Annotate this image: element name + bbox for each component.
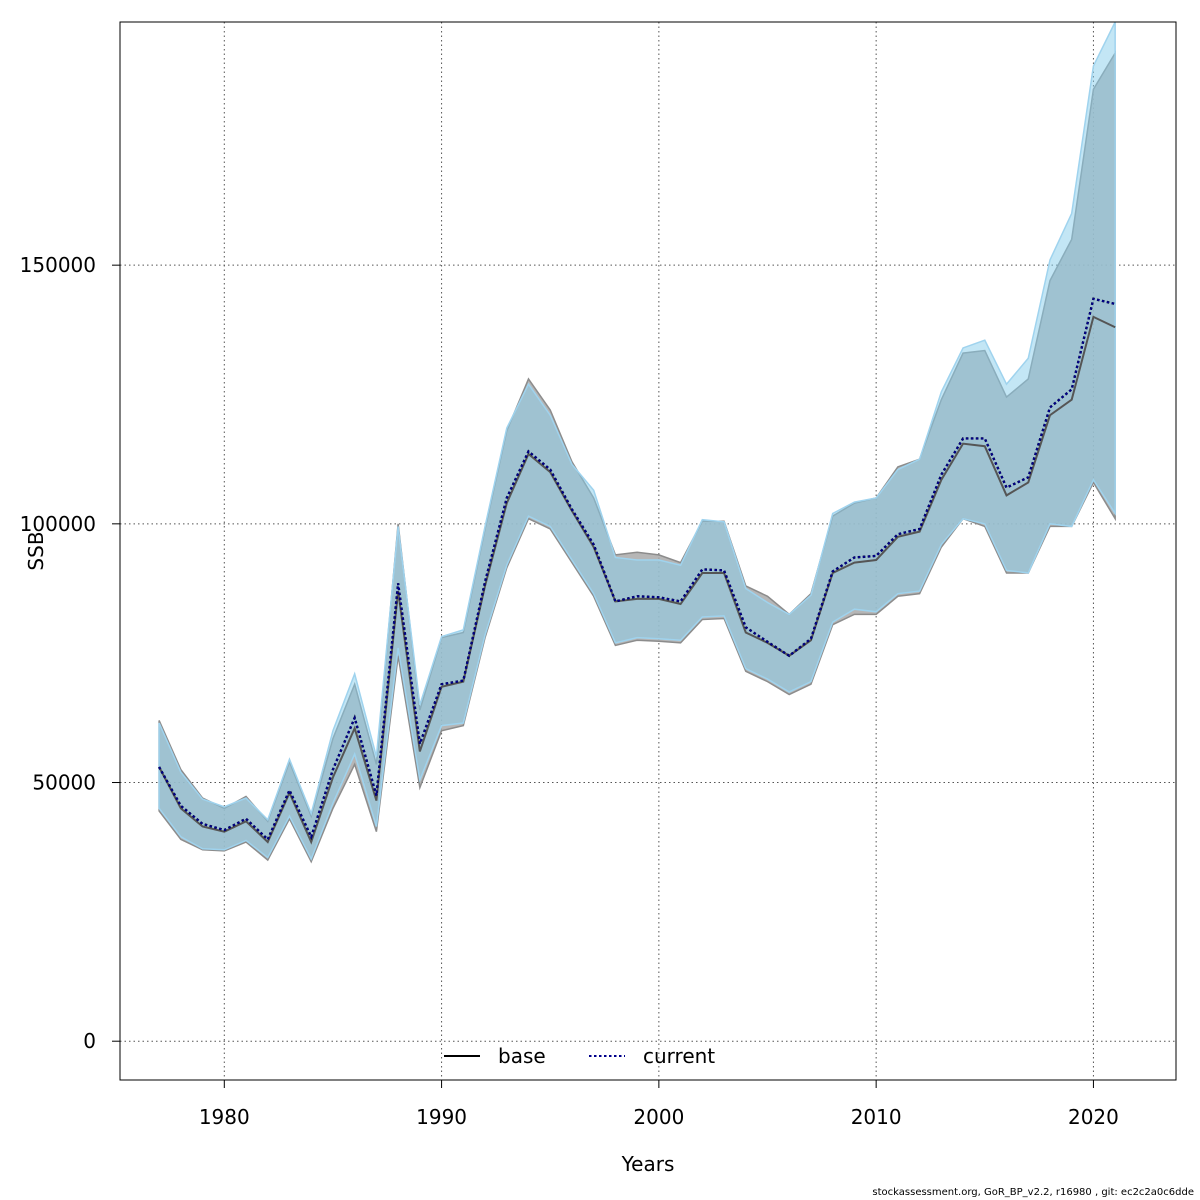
footer-note: stockassessment.org, GoR_BP_v2.2, r16980… (872, 1187, 1194, 1198)
line-base (158, 315, 1116, 845)
x-tick-label-1990: 1990 (416, 1105, 467, 1129)
confidence-bands (158, 21, 1116, 864)
plot-frame (119, 21, 1177, 1081)
axes: 1980 1990 2000 2010 2020 0 50000 100000 150000 (20, 253, 1119, 1129)
x-tick-label-2010: 2010 (851, 1105, 902, 1129)
line-current (158, 297, 1116, 842)
legend: base current (444, 1044, 715, 1068)
x-tick-label-2020: 2020 (1068, 1105, 1119, 1129)
legend-label-base: base (498, 1044, 546, 1068)
x-tick-label-1980: 1980 (199, 1105, 250, 1129)
y-tick-label-100000: 100000 (20, 512, 96, 536)
x-axis-title: Years (621, 1152, 675, 1176)
y-tick-label-150000: 150000 (20, 253, 96, 277)
y-tick-label-50000: 50000 (32, 771, 96, 795)
y-tick-label-0: 0 (83, 1029, 96, 1053)
y-axis-title: SSB (24, 531, 48, 570)
band-current (158, 21, 1116, 861)
series-lines (158, 297, 1116, 845)
x-tick-label-2000: 2000 (633, 1105, 684, 1129)
legend-label-current: current (643, 1044, 715, 1068)
